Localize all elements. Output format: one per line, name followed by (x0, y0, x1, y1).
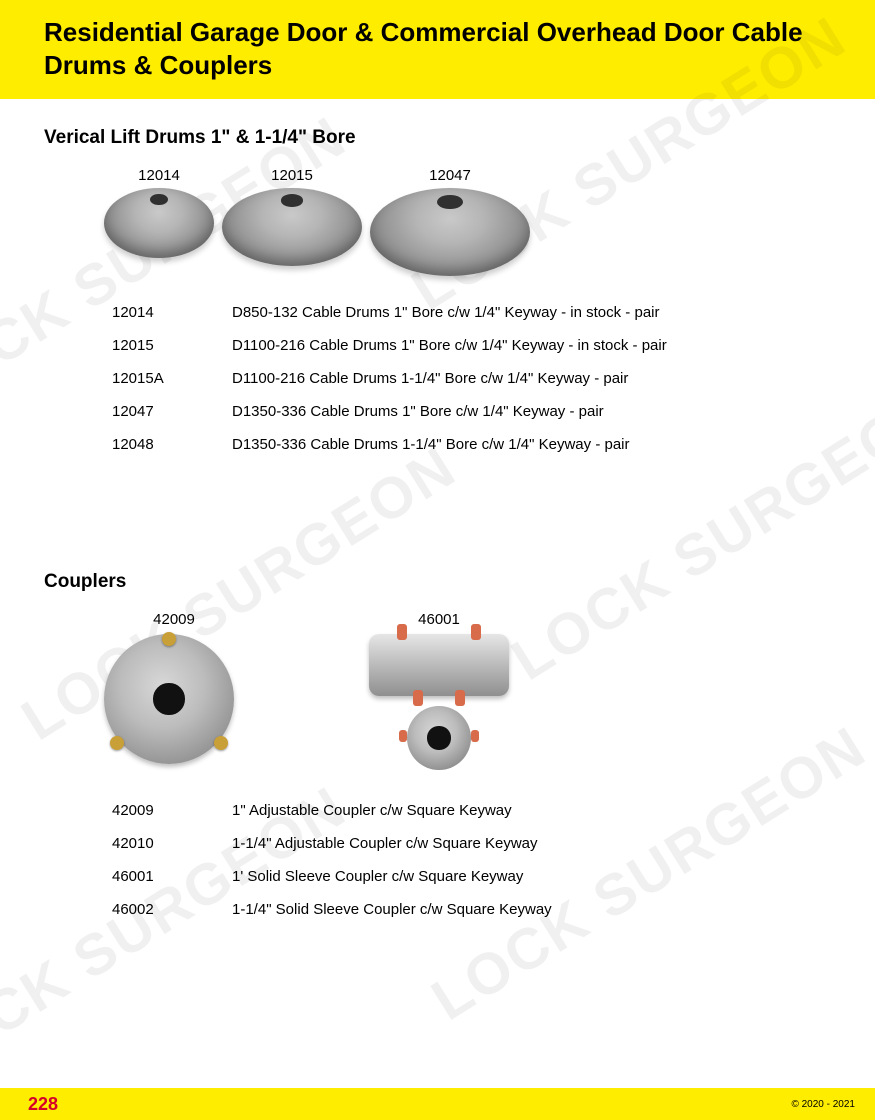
spec-code: 46002 (112, 899, 232, 920)
spec-row: 42010 1-1/4" Adjustable Coupler c/w Squa… (112, 827, 831, 860)
spec-code: 12048 (112, 434, 232, 455)
coupler-illustration (104, 634, 244, 774)
product-image-46001: 46001 (364, 611, 514, 770)
spec-desc: 1" Adjustable Coupler c/w Square Keyway (232, 800, 831, 821)
content-area: Verical Lift Drums 1" & 1-1/4" Bore 1201… (0, 99, 875, 926)
header-banner: Residential Garage Door & Commercial Ove… (0, 0, 875, 99)
spec-code: 12015 (112, 335, 232, 356)
spec-row: 12048 D1350-336 Cable Drums 1-1/4" Bore … (112, 428, 831, 461)
product-image-12047: 12047 (370, 167, 530, 276)
spec-row: 42009 1" Adjustable Coupler c/w Square K… (112, 794, 831, 827)
copyright-text: © 2020 - 2021 (791, 1099, 855, 1110)
spec-code: 12014 (112, 302, 232, 323)
section1-title: Verical Lift Drums 1" & 1-1/4" Bore (44, 127, 831, 149)
image-label: 42009 (153, 611, 195, 628)
spec-desc: D850-132 Cable Drums 1" Bore c/w 1/4" Ke… (232, 302, 831, 323)
drum-illustration (222, 188, 362, 266)
spec-row: 12014 D850-132 Cable Drums 1" Bore c/w 1… (112, 296, 831, 329)
spec-desc: D1350-336 Cable Drums 1-1/4" Bore c/w 1/… (232, 434, 831, 455)
section1-spec-table: 12014 D850-132 Cable Drums 1" Bore c/w 1… (112, 296, 831, 461)
product-image-42009: 42009 (104, 611, 244, 774)
spec-row: 46001 1' Solid Sleeve Coupler c/w Square… (112, 860, 831, 893)
section1-image-row: 12014 12015 12047 (104, 167, 831, 276)
spec-row: 12015 D1100-216 Cable Drums 1" Bore c/w … (112, 329, 831, 362)
spec-row: 12047 D1350-336 Cable Drums 1" Bore c/w … (112, 395, 831, 428)
page-number: 228 (28, 1094, 58, 1115)
spec-desc: D1350-336 Cable Drums 1" Bore c/w 1/4" K… (232, 401, 831, 422)
spec-code: 46001 (112, 866, 232, 887)
image-label: 46001 (418, 611, 460, 628)
drum-illustration (104, 188, 214, 258)
section2: Couplers 42009 46001 (44, 571, 831, 926)
page-title: Residential Garage Door & Commercial Ove… (44, 16, 831, 81)
spec-row: 46002 1-1/4" Solid Sleeve Coupler c/w Sq… (112, 893, 831, 926)
spec-code: 12047 (112, 401, 232, 422)
spec-code: 12015A (112, 368, 232, 389)
product-image-12014: 12014 (104, 167, 214, 258)
spec-desc: 1-1/4" Adjustable Coupler c/w Square Key… (232, 833, 831, 854)
spec-desc: 1-1/4" Solid Sleeve Coupler c/w Square K… (232, 899, 831, 920)
spec-code: 42009 (112, 800, 232, 821)
image-label: 12014 (138, 167, 180, 184)
image-label: 12015 (271, 167, 313, 184)
section2-image-row: 42009 46001 (104, 611, 831, 774)
spec-desc: D1100-216 Cable Drums 1" Bore c/w 1/4" K… (232, 335, 831, 356)
product-image-12015: 12015 (222, 167, 362, 266)
section2-spec-table: 42009 1" Adjustable Coupler c/w Square K… (112, 794, 831, 926)
image-label: 12047 (429, 167, 471, 184)
footer-bar: 228 © 2020 - 2021 (0, 1088, 875, 1120)
spec-desc: 1' Solid Sleeve Coupler c/w Square Keywa… (232, 866, 831, 887)
coupler-illustration (364, 634, 514, 770)
spec-desc: D1100-216 Cable Drums 1-1/4" Bore c/w 1/… (232, 368, 831, 389)
drum-illustration (370, 188, 530, 276)
spec-code: 42010 (112, 833, 232, 854)
section2-title: Couplers (44, 571, 831, 593)
spec-row: 12015A D1100-216 Cable Drums 1-1/4" Bore… (112, 362, 831, 395)
